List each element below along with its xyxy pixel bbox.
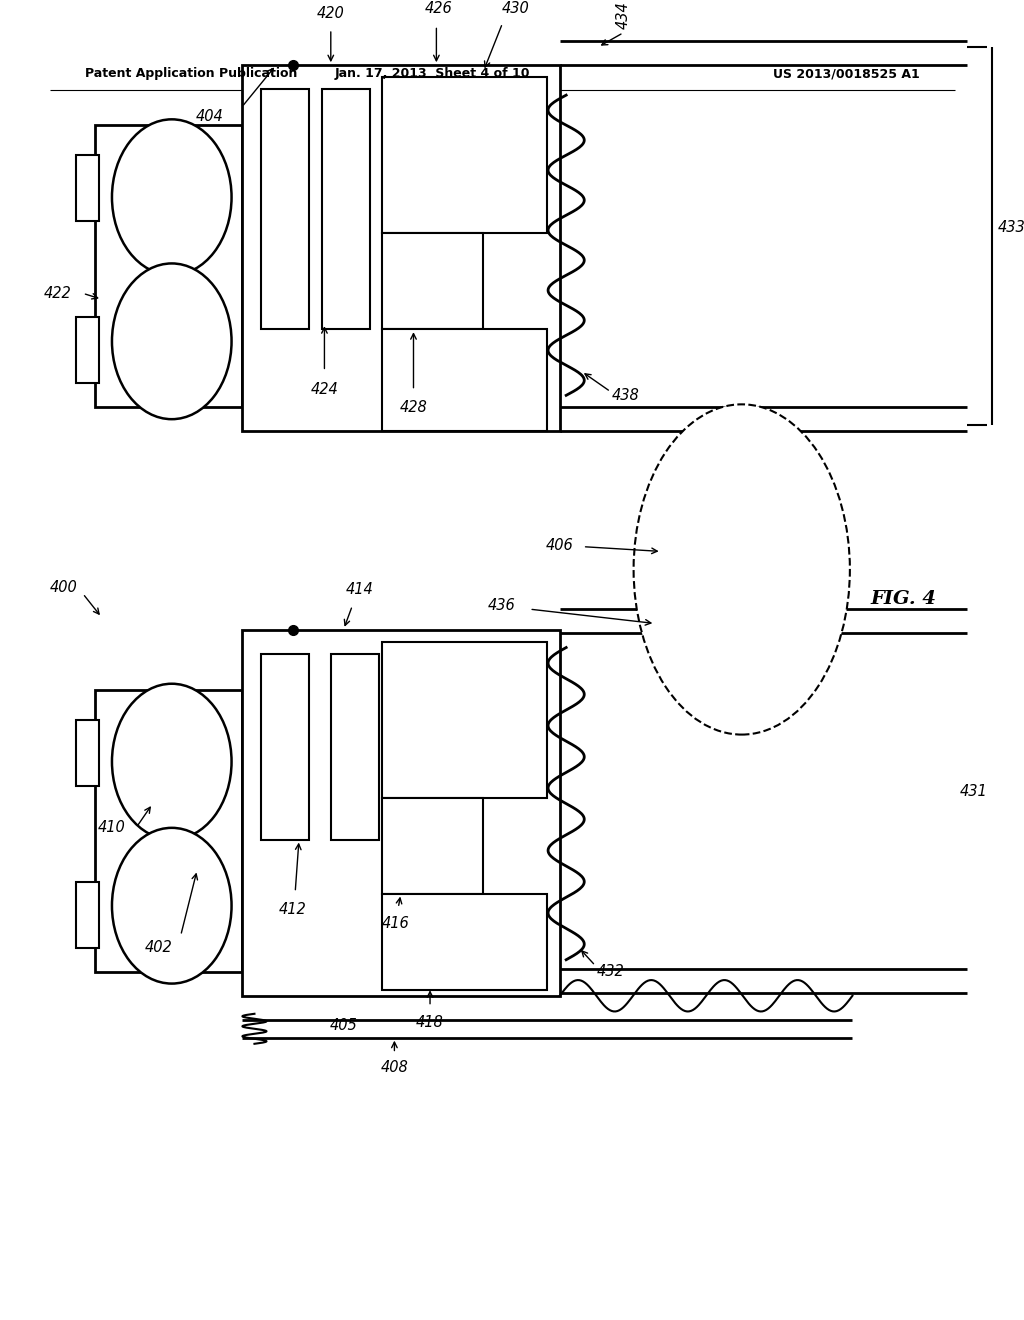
Text: US 2013/0018525 A1: US 2013/0018525 A1 <box>773 67 920 81</box>
Text: 428: 428 <box>399 400 427 414</box>
Bar <box>382 77 547 234</box>
Bar <box>95 125 242 408</box>
Text: 404: 404 <box>196 110 224 124</box>
Text: 420: 420 <box>316 7 345 21</box>
Ellipse shape <box>634 404 850 735</box>
Bar <box>382 329 547 432</box>
Text: 414: 414 <box>346 582 374 598</box>
Bar <box>261 90 309 329</box>
Bar <box>77 882 99 948</box>
Text: 434: 434 <box>615 1 631 29</box>
Text: 405: 405 <box>330 1018 357 1034</box>
Bar <box>77 317 99 383</box>
Text: 408: 408 <box>381 1060 409 1076</box>
Circle shape <box>112 684 231 840</box>
Text: 424: 424 <box>310 381 338 397</box>
Text: 410: 410 <box>98 820 126 836</box>
Bar <box>322 90 371 329</box>
Bar <box>77 719 99 785</box>
Text: 416: 416 <box>382 916 410 931</box>
Text: 438: 438 <box>612 388 640 403</box>
Circle shape <box>112 119 231 275</box>
Text: 432: 432 <box>597 964 625 979</box>
Bar <box>242 65 560 432</box>
Text: 402: 402 <box>145 940 173 956</box>
Text: FIG. 4: FIG. 4 <box>870 590 936 609</box>
Text: 426: 426 <box>425 1 453 16</box>
Bar <box>95 689 242 972</box>
Text: 430: 430 <box>502 1 529 16</box>
Text: 431: 431 <box>959 784 987 799</box>
Circle shape <box>112 264 231 420</box>
Text: 418: 418 <box>416 1015 444 1030</box>
Text: 422: 422 <box>43 285 71 301</box>
Text: 412: 412 <box>279 902 306 917</box>
Text: Jan. 17, 2013  Sheet 4 of 10: Jan. 17, 2013 Sheet 4 of 10 <box>335 67 530 81</box>
Bar <box>382 234 483 329</box>
Text: Patent Application Publication: Patent Application Publication <box>85 67 298 81</box>
Circle shape <box>112 828 231 983</box>
Text: 406: 406 <box>546 539 573 553</box>
Bar <box>261 653 309 840</box>
Text: 436: 436 <box>487 598 515 612</box>
Text: 433: 433 <box>997 219 1024 235</box>
Bar <box>77 156 99 222</box>
Text: 400: 400 <box>50 579 78 595</box>
Bar <box>382 797 483 894</box>
Bar <box>242 630 560 995</box>
Bar <box>331 653 379 840</box>
Bar <box>382 894 547 990</box>
Bar <box>382 642 547 797</box>
